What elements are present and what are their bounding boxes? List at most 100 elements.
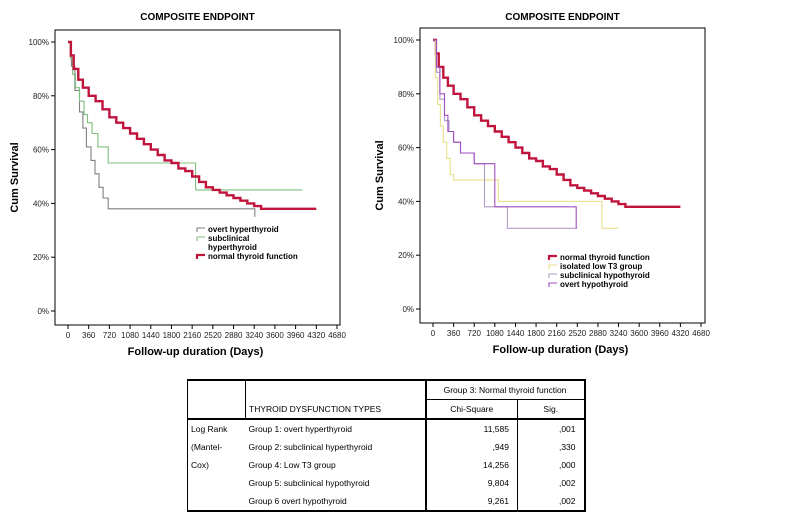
x-tick-label: 2520	[568, 329, 586, 338]
x-tick-label: 1800	[163, 331, 181, 340]
table-cell-group: Group 1: overt hyperthyroid	[248, 424, 352, 434]
x-tick-label: 0	[66, 331, 71, 340]
log-rank-table: Group 3: Normal thyroid function THYROID…	[187, 379, 586, 512]
x-tick-label: 4680	[328, 331, 346, 340]
col-sig-header: Sig.	[517, 399, 586, 420]
y-tick-label: 80%	[398, 90, 414, 99]
row-label-cox: Cox)	[187, 456, 246, 474]
series-line-1	[433, 39, 619, 229]
x-tick-label: 1440	[507, 329, 525, 338]
row-label-mantel: (Mantel-	[187, 438, 246, 456]
x-tick-label: 1080	[121, 331, 139, 340]
col-chi-header: Chi-Square	[424, 399, 518, 420]
x-tick-label: 360	[82, 331, 96, 340]
x-tick-label: 2160	[183, 331, 201, 340]
y-tick-label: 0%	[402, 305, 414, 314]
table-cell-sig: ,000	[517, 456, 586, 474]
x-tick-label: 4320	[307, 331, 325, 340]
y-tick-label: 80%	[33, 92, 49, 101]
table-corner-3	[187, 399, 246, 420]
x-tick-label: 3600	[266, 331, 284, 340]
table-cell-group: Group 6 overt hypothyroid	[245, 492, 426, 512]
table-cell-sig: ,330	[517, 438, 586, 456]
legend-label-0: normal thyroid function	[560, 253, 650, 262]
table-cell-chi: 9,804	[424, 474, 518, 492]
table-cell-group: Group 4: Low T3 group	[248, 460, 336, 470]
x-tick-label: 4680	[692, 329, 710, 338]
x-tick-label: 3240	[245, 331, 263, 340]
table-cell-chi: 9,261	[424, 492, 518, 512]
y-tick-label: 60%	[398, 144, 414, 153]
group-header: Group 3: Normal thyroid function	[424, 379, 586, 400]
table-cell-sig: ,002	[517, 474, 586, 492]
y-tick-label: 100%	[29, 38, 49, 47]
series-line-0	[68, 41, 256, 217]
table-cell-chi: ,949	[424, 438, 518, 456]
legend-swatch-0	[547, 254, 557, 260]
x-tick-label: 4320	[671, 329, 689, 338]
y-tick-label: 20%	[398, 251, 414, 260]
x-axis-title: Follow-up duration (Days)	[128, 346, 264, 358]
table-header-row-1: Group 3: Normal thyroid function	[187, 379, 586, 400]
legend-label-2: normal thyroid function	[208, 252, 298, 261]
table-header-row-2: THYROID DYSFUNCTION TYPES Chi-Square Sig…	[187, 399, 586, 420]
legend-label-3: overt hypothyroid	[560, 280, 628, 289]
table-cell-group: Group 2: subclinical hyperthyroid	[248, 442, 373, 452]
y-tick-label: 60%	[33, 146, 49, 155]
x-tick-label: 3240	[610, 329, 628, 338]
legend-swatch-3	[548, 282, 557, 287]
x-tick-label: 1080	[486, 329, 504, 338]
x-tick-label: 0	[431, 329, 436, 338]
x-tick-label: 1440	[142, 331, 160, 340]
table-cell-sig: ,001	[517, 419, 586, 438]
table-row: Cox) Group 4: Low T3 group 14,256 ,000	[187, 456, 586, 474]
table-cell-chi: 11,585	[424, 419, 518, 438]
table-row: Group 6 overt hypothyroid 9,261 ,002	[187, 492, 586, 512]
table-cell-group: Group 5: subclinical hypothyroid	[248, 478, 370, 488]
row-label-empty	[187, 474, 246, 492]
legend-label-1: isolated low T3 group	[560, 262, 642, 271]
legend-label-2: subclinical hypothyroid	[560, 271, 650, 280]
legend-swatch-1	[548, 264, 557, 269]
x-tick-label: 2160	[548, 329, 566, 338]
chart-title: COMPOSITE ENDPOINT	[140, 12, 254, 23]
series-line-2	[68, 40, 317, 210]
x-tick-label: 3960	[651, 329, 669, 338]
series-line-3	[433, 39, 577, 229]
x-tick-label: 2880	[589, 329, 607, 338]
legend-swatch-2	[195, 253, 205, 259]
chart-2: COMPOSITE ENDPOINT 0% 20% 40% 60% 80% 100% 0 360…	[374, 12, 710, 356]
table-corner-2	[245, 379, 426, 400]
y-tick-label: 40%	[398, 197, 414, 206]
x-tick-label: 3960	[287, 331, 305, 340]
y-axis-title: Cum Survival	[374, 140, 386, 210]
y-axis-title: Cum Survival	[9, 142, 21, 212]
table-corner	[187, 379, 246, 400]
legend-label-1: subclinical	[208, 234, 249, 243]
table-cell-sig: ,002	[517, 492, 586, 512]
x-tick-label: 2520	[204, 331, 222, 340]
col-types-header: THYROID DYSFUNCTION TYPES	[245, 399, 426, 420]
x-tick-label: 2880	[225, 331, 243, 340]
y-tick-label: 20%	[33, 253, 49, 262]
table-row: (Mantel- Group 2: subclinical hyperthyro…	[187, 438, 586, 456]
legend-swatch-0	[196, 227, 205, 232]
y-tick-label: 40%	[33, 199, 49, 208]
y-tick-label: 0%	[37, 307, 49, 316]
legend-label-0: overt hyperthyroid	[208, 225, 279, 234]
x-tick-label: 360	[447, 329, 461, 338]
legend-label-1: hyperthyroid	[208, 243, 257, 252]
table-row: Group 5: subclinical hypothyroid 9,804 ,…	[187, 474, 586, 492]
km-charts: COMPOSITE ENDPOINT 0% 20% 40% 60% 80% 100% 0 360…	[9, 12, 710, 358]
row-label-log-rank: Log Rank	[187, 419, 246, 438]
x-tick-label: 1800	[527, 329, 545, 338]
table-row: Log Rank Group 1: overt hyperthyroid 11,…	[187, 419, 586, 438]
x-tick-label: 720	[468, 329, 482, 338]
legend-swatch-2	[548, 273, 557, 278]
y-tick-label: 100%	[394, 36, 414, 45]
series-line-2	[433, 39, 578, 229]
chart-1: COMPOSITE ENDPOINT 0% 20% 40% 60% 80% 100% 0 360…	[9, 12, 346, 358]
series-line-0	[433, 38, 681, 208]
plot-frame	[419, 27, 706, 324]
chart-title: COMPOSITE ENDPOINT	[505, 12, 619, 23]
